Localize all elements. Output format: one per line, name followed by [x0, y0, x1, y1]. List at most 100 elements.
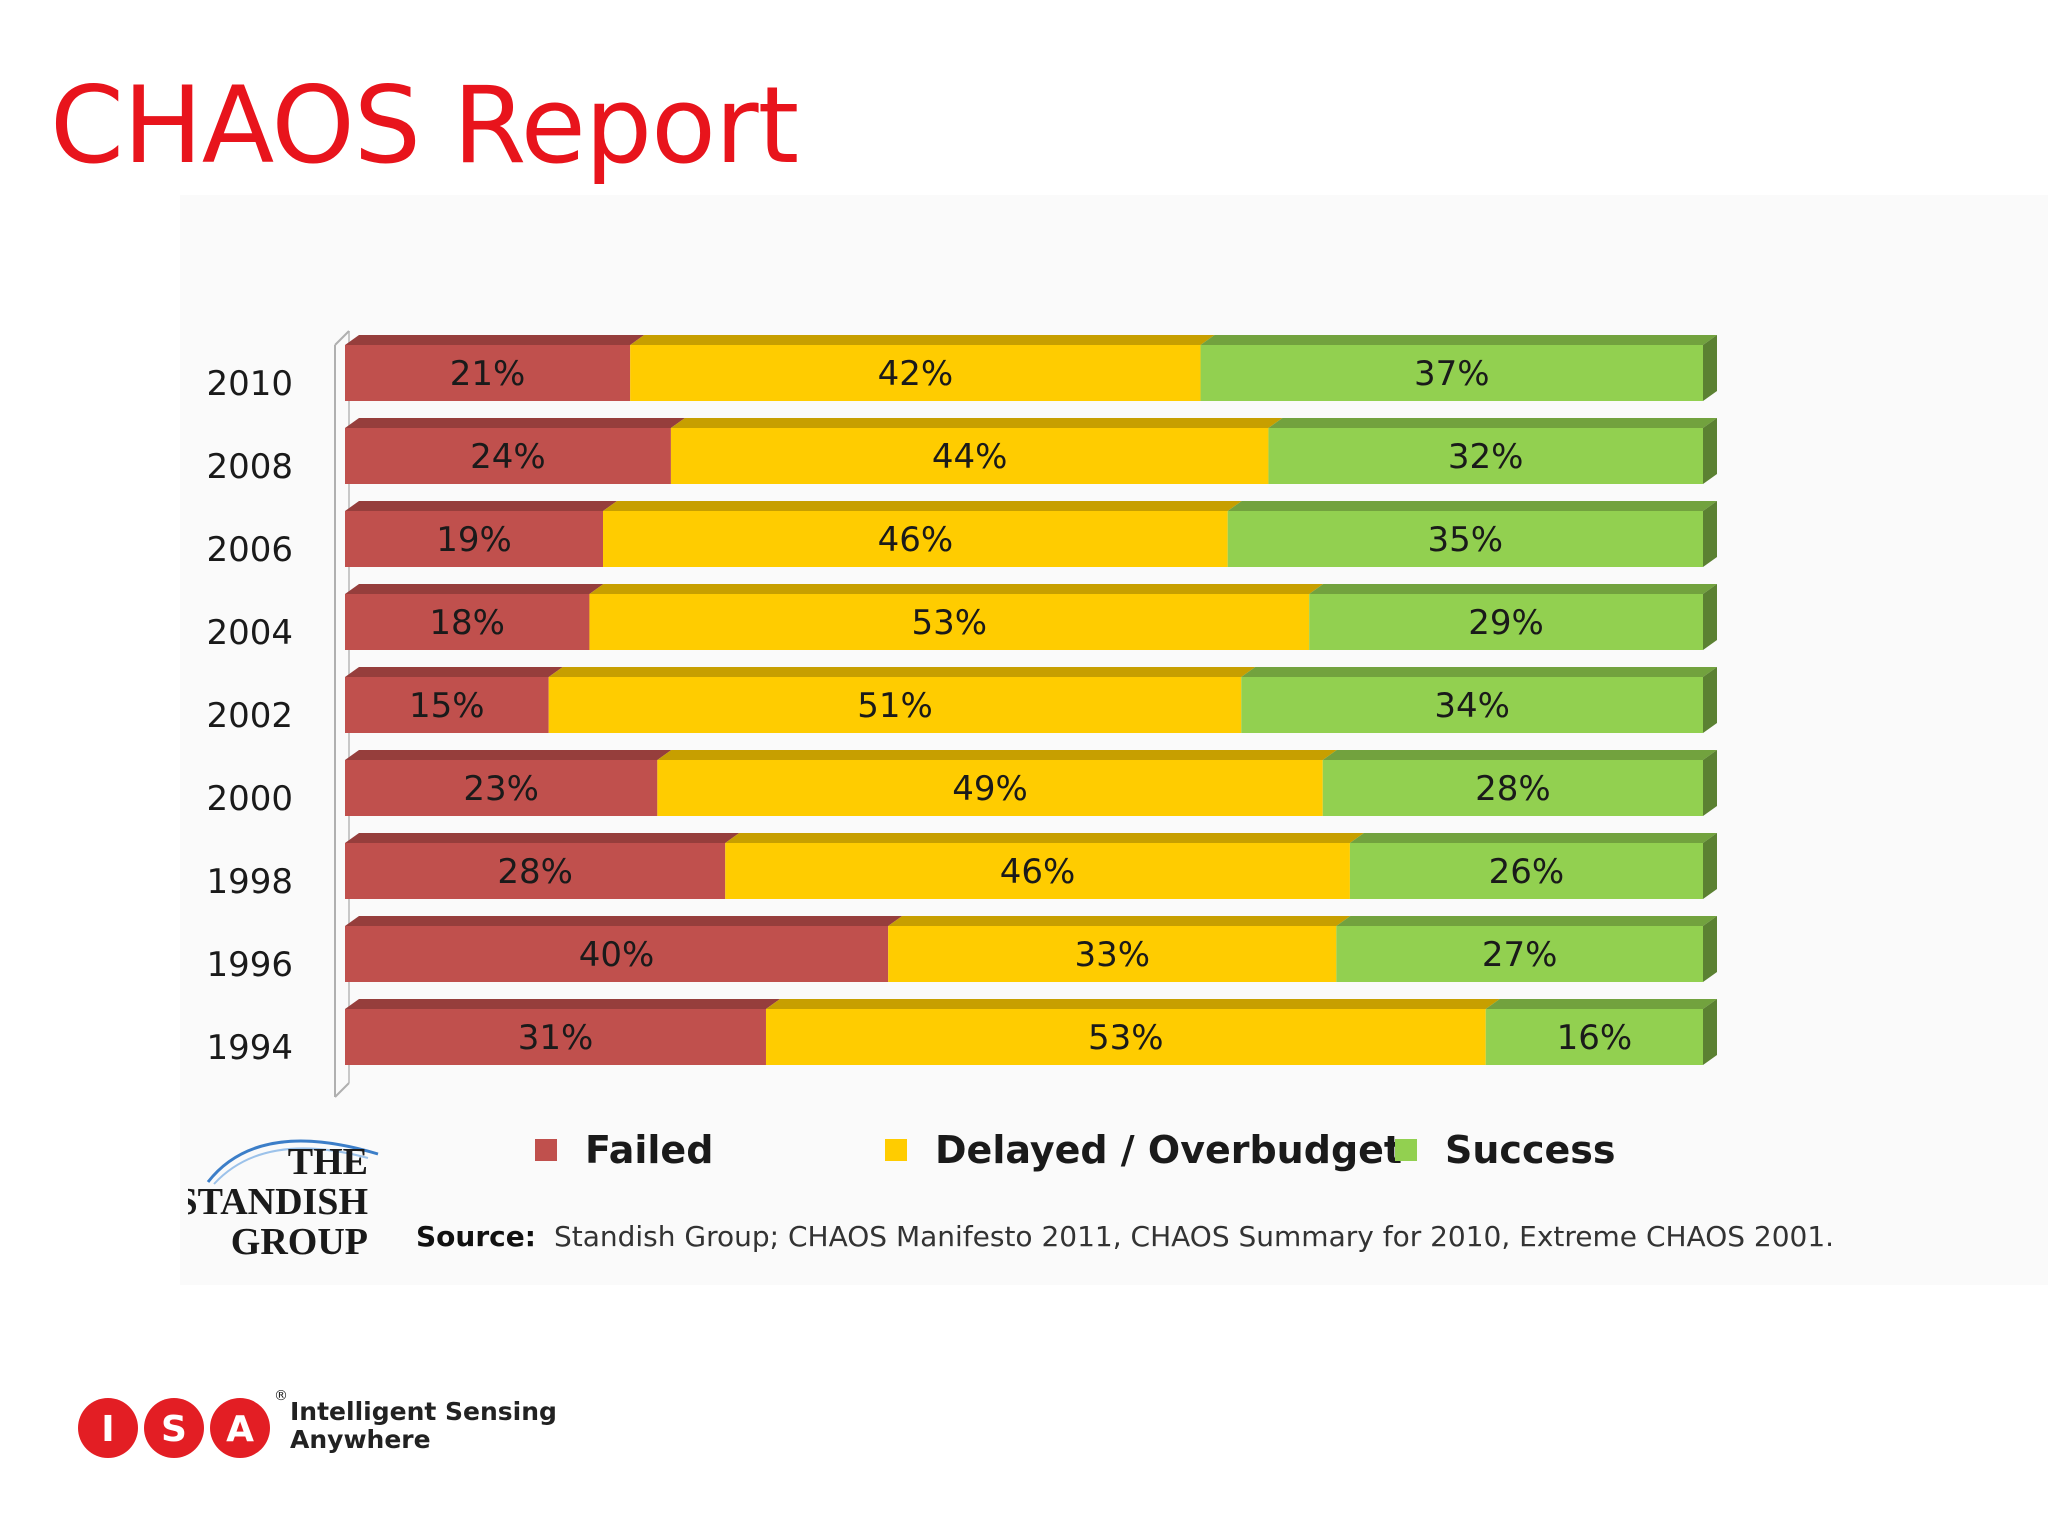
bar-top-face [1322, 750, 1717, 760]
bar-segment [1485, 1009, 1703, 1065]
isa-tagline: Intelligent Sensing Anywhere [290, 1398, 557, 1454]
bar-segment [345, 428, 671, 484]
bar-value-label: 18% [429, 603, 505, 643]
isa-logo-letter-a: A [226, 1409, 254, 1450]
legend-label-failed: Failed [585, 1128, 714, 1172]
bar-segment [345, 926, 889, 982]
bar-value-label: 29% [1468, 603, 1544, 643]
bar-top-face [603, 501, 1242, 511]
source-citation: Source: Standish Group; CHAOS Manifesto 2… [416, 1220, 1834, 1253]
bar-segment [345, 843, 726, 899]
bar-segment [1227, 511, 1703, 567]
bar-segment [657, 760, 1323, 816]
bar-segment [603, 511, 1228, 567]
bar-segment [1241, 677, 1703, 733]
bar-value-label: 42% [878, 354, 954, 394]
bar-top-face [1485, 999, 1717, 1009]
bar-value-label: 53% [1088, 1018, 1164, 1058]
bar-top-face [1349, 833, 1717, 843]
y-tick-label: 2008 [206, 447, 293, 487]
bar-top-face [345, 501, 618, 511]
legend-swatch-success [1395, 1139, 1417, 1161]
bar-top-face [1200, 335, 1717, 345]
slide-title: CHAOS Report [50, 64, 799, 187]
standish-logo-line3: GROUP [231, 1221, 368, 1263]
bar-segment [345, 345, 631, 401]
y-tick-label: 2002 [206, 696, 293, 736]
bar-segment [725, 843, 1350, 899]
chart-axis-bottom-bevel [334, 1082, 350, 1098]
y-tick-label: 2000 [206, 779, 293, 819]
bar-value-label: 32% [1448, 437, 1524, 477]
bar-segment [345, 677, 549, 733]
bar-side-face [1703, 584, 1717, 650]
bar-segment [1268, 428, 1703, 484]
chart-legend: Failed Delayed / Overbudget Success [535, 1125, 1735, 1175]
bar-side-face [1703, 335, 1717, 401]
legend-item-delayed: Delayed / Overbudget [885, 1125, 1402, 1175]
isa-logo-circle-a [210, 1398, 270, 1458]
bar-value-label: 16% [1557, 1018, 1633, 1058]
bar-segment [670, 428, 1269, 484]
legend-swatch-delayed [885, 1139, 907, 1161]
y-tick-label: 2006 [206, 530, 293, 570]
bar-segment [589, 594, 1310, 650]
bar-top-face [345, 916, 903, 926]
legend-label-success: Success [1445, 1128, 1616, 1172]
bar-value-label: 24% [470, 437, 546, 477]
legend-swatch-failed [535, 1139, 557, 1161]
standish-logo-line1: THE [288, 1141, 368, 1183]
legend-label-delayed: Delayed / Overbudget [935, 1128, 1403, 1172]
bar-value-label: 35% [1428, 520, 1504, 560]
y-tick-label: 2004 [206, 613, 293, 653]
bar-side-face [1703, 833, 1717, 899]
bar-value-label: 33% [1074, 935, 1150, 975]
bar-top-face [725, 833, 1364, 843]
bar-segment [1349, 843, 1703, 899]
bar-value-label: 49% [952, 769, 1028, 809]
bar-side-face [1703, 750, 1717, 816]
bar-value-label: 26% [1489, 852, 1565, 892]
isa-tagline-line2: Anywhere [290, 1425, 431, 1454]
standish-logo-line2: STANDISH [188, 1181, 368, 1223]
stacked-bar-chart: 2010 21% 42% 37% 2008 24% 44% 32% 2006 19% 46% 35% 2… [206, 330, 1717, 1098]
bar-segment [345, 511, 604, 567]
bar-top-face [345, 999, 780, 1009]
bar-side-face [1703, 418, 1717, 484]
bar-top-face [345, 335, 645, 345]
bar-top-face [1227, 501, 1717, 511]
bar-side-face [1703, 999, 1717, 1065]
bar-top-face [589, 584, 1324, 594]
bar-value-label: 28% [497, 852, 573, 892]
isa-logo-registered-mark: ® [274, 1388, 288, 1404]
legend-item-failed: Failed [535, 1125, 713, 1175]
y-tick-label: 1994 [206, 1028, 293, 1068]
standish-group-logo: THE STANDISH GROUP [188, 1139, 379, 1263]
bar-top-face [888, 916, 1351, 926]
bar-value-label: 15% [409, 686, 485, 726]
bar-top-face [345, 584, 604, 594]
bar-top-face [1336, 916, 1717, 926]
bar-top-face [345, 833, 740, 843]
isa-logo-circle-i [78, 1398, 138, 1458]
bar-top-face [630, 335, 1215, 345]
isa-logo-letter-i: I [101, 1409, 114, 1450]
bar-value-label: 31% [518, 1018, 594, 1058]
bar-top-face [345, 418, 685, 428]
bar-segment [1322, 760, 1703, 816]
bar-segment [1200, 345, 1703, 401]
bar-value-label: 53% [912, 603, 988, 643]
y-tick-label: 1998 [206, 862, 293, 902]
chart-axis-top-bevel [334, 330, 350, 346]
bar-segment [1309, 594, 1703, 650]
bar-value-label: 28% [1475, 769, 1551, 809]
bar-value-label: 23% [463, 769, 539, 809]
bar-side-face [1703, 916, 1717, 982]
bar-value-label: 27% [1482, 935, 1558, 975]
bar-segment [548, 677, 1242, 733]
bar-value-label: 44% [932, 437, 1008, 477]
bar-top-face [548, 667, 1256, 677]
bar-top-face [345, 750, 672, 760]
y-tick-label: 1996 [206, 945, 293, 985]
bar-top-face [765, 999, 1500, 1009]
